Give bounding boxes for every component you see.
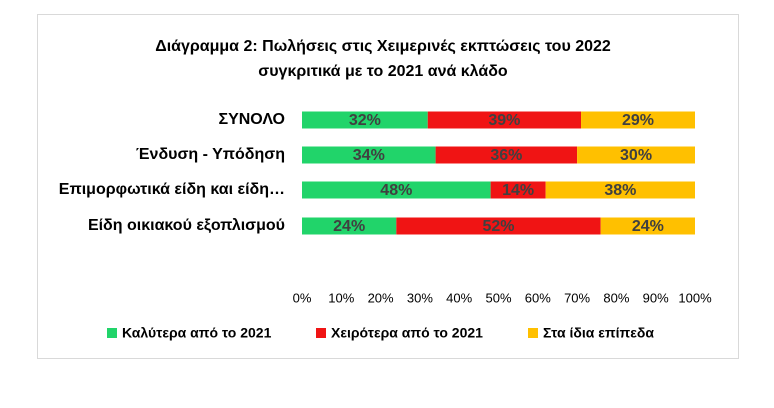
bar-segment [396,217,601,235]
x-tick-label: 0% [293,290,312,305]
legend-swatch [107,328,117,338]
data-label: 30% [620,147,652,164]
legend-swatch [528,328,538,338]
legend-label: Στα ίδια επίπεδα [543,325,654,341]
x-tick-label: 70% [564,290,590,305]
data-label: 34% [353,147,385,164]
data-label: 52% [482,218,514,235]
y-tick-label: Ένδυση - Υπόδηση [136,146,285,163]
legend-swatch [316,328,326,338]
x-tick-label: 90% [643,290,669,305]
data-label: 32% [349,112,381,129]
bar-segment [302,146,436,164]
data-label: 29% [622,112,654,129]
y-tick-label: ΣΥΝΟΛΟ [218,111,285,128]
data-label: 36% [490,147,522,164]
x-tick-label: 50% [485,290,511,305]
data-label: 24% [632,218,664,235]
bar-segment [490,181,546,199]
bar-segment [302,217,397,235]
data-label: 24% [333,218,365,235]
x-tick-label: 80% [603,290,629,305]
x-tick-label: 40% [446,290,472,305]
x-tick-label: 30% [407,290,433,305]
legend-label: Χειρότερα από το 2021 [331,325,483,341]
y-tick-label: Είδη οικιακού εξοπλισμού [88,217,285,234]
bar-segment [577,146,695,164]
x-tick-label: 100% [678,290,712,305]
bar-segment [302,181,491,199]
y-tick-label: Επιμορφωτικά είδη και είδη… [59,181,285,198]
bar-segment [427,111,582,129]
data-label: 14% [502,182,534,199]
bar-segment [435,146,578,164]
bar-segment [545,181,695,199]
chart-title: Διάγραμμα 2: Πωλήσεις στις Χειμερινές εκ… [155,38,611,55]
bar-segment [600,217,695,235]
x-tick-label: 10% [328,290,354,305]
data-label: 48% [380,182,412,199]
data-label: 39% [488,112,520,129]
bar-segment [581,111,695,129]
x-tick-label: 20% [368,290,394,305]
legend-label: Καλύτερα από το 2021 [122,325,272,341]
data-label: 38% [604,182,636,199]
bar-segment [302,111,428,129]
x-tick-label: 60% [525,290,551,305]
chart-title: συγκριτικά με το 2021 ανά κλάδο [258,63,508,80]
